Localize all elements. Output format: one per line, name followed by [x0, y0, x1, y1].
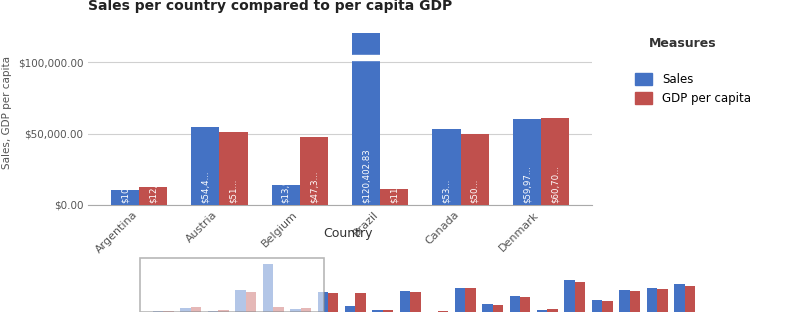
- Bar: [438, 311, 448, 312]
- Bar: [352, 33, 380, 205]
- Text: Country: Country: [323, 227, 373, 240]
- Text: $47,3...: $47,3...: [310, 171, 318, 203]
- Bar: [619, 290, 630, 312]
- Bar: [273, 307, 283, 312]
- Bar: [191, 307, 202, 312]
- Text: Measures: Measures: [650, 37, 717, 50]
- Text: $11,384.42: $11,384.42: [390, 154, 398, 203]
- Bar: [345, 306, 355, 312]
- Bar: [575, 282, 586, 312]
- Y-axis label: Sales, GDP per capita: Sales, GDP per capita: [2, 56, 12, 169]
- Bar: [541, 118, 569, 205]
- Bar: [235, 290, 246, 312]
- Bar: [657, 289, 667, 312]
- Bar: [513, 119, 541, 205]
- Bar: [461, 134, 489, 205]
- Bar: [373, 310, 383, 312]
- Bar: [592, 300, 602, 312]
- Bar: [520, 297, 530, 312]
- Text: Sales per country compared to per capita GDP: Sales per country compared to per capita…: [88, 0, 452, 13]
- Bar: [547, 309, 558, 312]
- Text: $51...: $51...: [229, 179, 238, 203]
- Bar: [111, 190, 139, 205]
- Bar: [493, 305, 503, 312]
- Bar: [383, 310, 394, 312]
- Bar: [565, 280, 575, 312]
- Bar: [537, 310, 547, 312]
- Bar: [191, 127, 219, 205]
- Text: $54,4...: $54,4...: [201, 171, 210, 203]
- Text: $50...: $50...: [470, 179, 479, 203]
- Text: $13,952.71: $13,952.71: [282, 154, 290, 203]
- Bar: [410, 292, 421, 312]
- Text: $12,509.53: $12,509.53: [149, 154, 158, 203]
- Bar: [272, 185, 300, 205]
- Bar: [630, 291, 640, 312]
- Bar: [510, 296, 520, 312]
- Legend: Sales, GDP per capita: Sales, GDP per capita: [630, 68, 755, 110]
- Bar: [219, 132, 247, 205]
- Bar: [300, 137, 328, 205]
- Bar: [482, 304, 493, 312]
- Bar: [465, 288, 475, 312]
- Bar: [218, 310, 229, 312]
- Text: $120,402.83: $120,402.83: [362, 148, 370, 203]
- Bar: [355, 293, 366, 312]
- Bar: [181, 308, 191, 312]
- Bar: [318, 292, 328, 312]
- Bar: [301, 308, 311, 312]
- Bar: [163, 311, 174, 312]
- Bar: [674, 284, 685, 312]
- Bar: [454, 288, 465, 312]
- Text: $10,353.07: $10,353.07: [121, 154, 130, 203]
- Bar: [646, 288, 657, 312]
- Bar: [262, 264, 273, 312]
- Bar: [685, 286, 695, 312]
- FancyBboxPatch shape: [140, 258, 324, 312]
- Bar: [433, 129, 461, 205]
- Text: $53...: $53...: [442, 179, 451, 203]
- Bar: [400, 291, 410, 312]
- Text: $59,97...: $59,97...: [522, 165, 531, 203]
- Bar: [328, 293, 338, 312]
- Bar: [290, 309, 301, 312]
- Bar: [246, 292, 256, 312]
- Text: $60,70...: $60,70...: [550, 165, 559, 203]
- Bar: [602, 301, 613, 312]
- Bar: [153, 311, 163, 312]
- Bar: [380, 188, 408, 205]
- Bar: [139, 187, 167, 205]
- Bar: [208, 311, 218, 312]
